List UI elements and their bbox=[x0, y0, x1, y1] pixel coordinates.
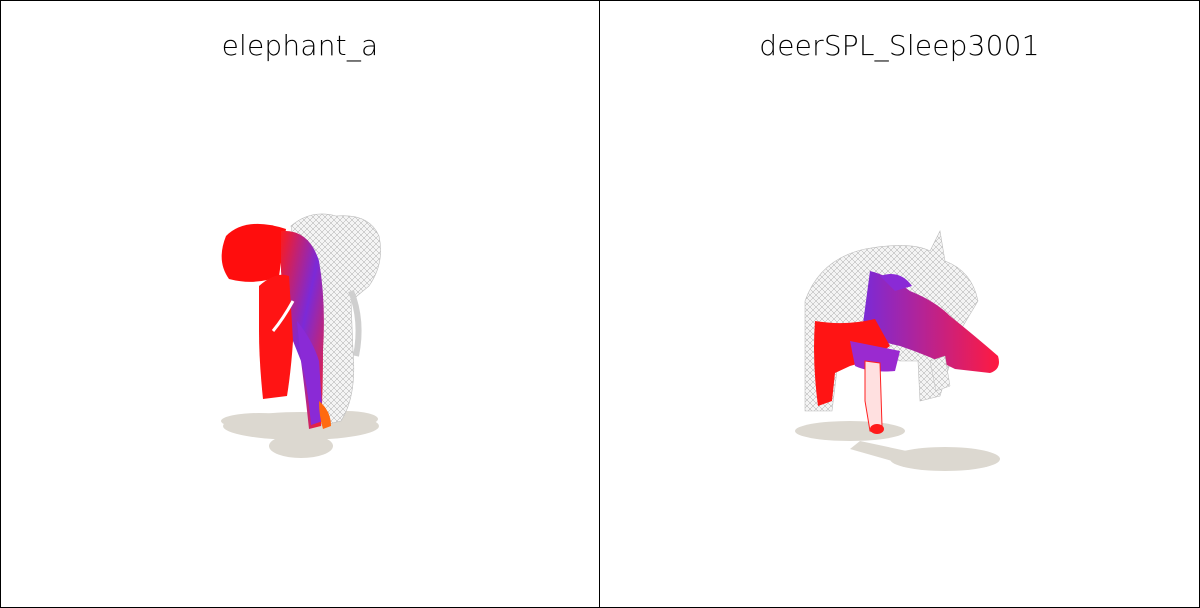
elephant-shadow bbox=[221, 411, 379, 458]
deer-shadow bbox=[795, 421, 1000, 471]
deer-color-part bbox=[814, 271, 999, 434]
panel-elephant: elephant_a bbox=[0, 0, 600, 608]
panel-deer: deerSPL_Sleep3001 bbox=[599, 0, 1200, 608]
panel-title-deer: deerSPL_Sleep3001 bbox=[759, 29, 1040, 62]
deer-render bbox=[795, 230, 1000, 471]
elephant-render bbox=[221, 213, 381, 458]
panel-title-elephant: elephant_a bbox=[221, 29, 379, 62]
elephant-color-part bbox=[221, 223, 331, 429]
